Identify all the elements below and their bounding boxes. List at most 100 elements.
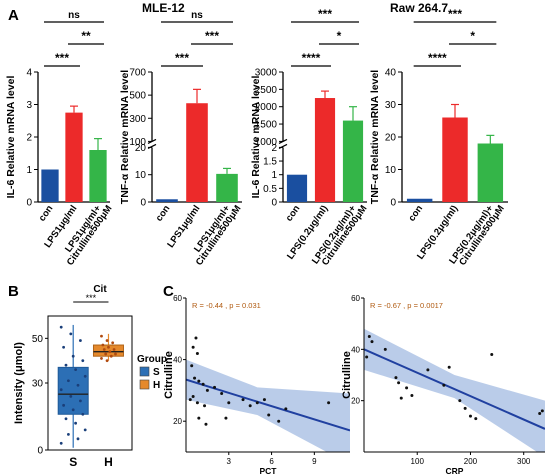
y-tick-label: 40 bbox=[351, 345, 360, 354]
group-header-left: MLE-12 bbox=[142, 1, 185, 15]
significance-label: *** bbox=[55, 51, 69, 65]
data-point bbox=[540, 409, 544, 413]
y-tick-label: 50 bbox=[32, 334, 44, 345]
bar bbox=[156, 199, 178, 202]
y-tick-label: 1000 bbox=[255, 137, 278, 148]
bar bbox=[89, 150, 107, 202]
data-point bbox=[190, 364, 194, 368]
data-point bbox=[100, 357, 103, 360]
x-tick-label: 200 bbox=[464, 457, 478, 466]
confidence-band bbox=[364, 328, 545, 452]
data-point bbox=[101, 343, 105, 347]
data-point bbox=[394, 376, 398, 380]
bar bbox=[216, 173, 238, 202]
x-tick-label: 100 bbox=[411, 457, 425, 466]
data-point bbox=[458, 399, 462, 403]
data-point bbox=[490, 352, 494, 356]
data-point bbox=[114, 352, 117, 356]
data-point bbox=[69, 395, 73, 398]
significance-label: ns bbox=[191, 10, 203, 21]
data-point bbox=[79, 339, 82, 342]
data-point bbox=[224, 416, 228, 420]
correlation-annotation: R = -0.44 , p = 0.031 bbox=[192, 301, 261, 310]
y-tick-label: 2000 bbox=[255, 102, 278, 113]
bar bbox=[41, 169, 59, 202]
data-point bbox=[195, 351, 199, 355]
x-tick-label: H bbox=[104, 455, 113, 469]
y-axis-label: TNF-α Relative mRNA level bbox=[119, 70, 131, 205]
data-point bbox=[262, 398, 266, 402]
significance-label: *** bbox=[175, 51, 189, 65]
data-point bbox=[267, 413, 271, 417]
data-point bbox=[399, 396, 403, 400]
box-title: Cit bbox=[93, 284, 107, 295]
data-point bbox=[383, 347, 387, 351]
y-axis-label: Citrulline bbox=[341, 351, 353, 399]
correlation-annotation: R = -0.67 , p = 0.0017 bbox=[370, 301, 443, 310]
y-tick-label: 2 bbox=[271, 143, 277, 154]
data-point bbox=[205, 388, 209, 392]
data-point bbox=[241, 398, 245, 402]
x-tick-label: S bbox=[69, 455, 77, 469]
data-point bbox=[193, 376, 197, 380]
y-tick-label: 700 bbox=[129, 68, 146, 79]
data-point bbox=[64, 417, 68, 421]
significance-label: *** bbox=[86, 293, 97, 303]
y-tick-label: 0 bbox=[37, 446, 43, 457]
data-point bbox=[426, 368, 430, 372]
significance-label: * bbox=[470, 29, 475, 43]
data-point bbox=[62, 403, 65, 407]
data-point bbox=[397, 381, 401, 385]
y-tick-label: 20 bbox=[135, 143, 147, 154]
data-point bbox=[213, 385, 217, 389]
data-point bbox=[188, 398, 192, 402]
data-point bbox=[538, 412, 542, 415]
bar bbox=[342, 120, 364, 202]
y-tick-label: 1500 bbox=[255, 120, 278, 131]
data-point bbox=[69, 332, 73, 336]
data-point bbox=[100, 334, 103, 338]
panel-label-a: A bbox=[8, 7, 19, 24]
significance-label: **** bbox=[302, 51, 321, 65]
data-point bbox=[67, 432, 70, 436]
data-point bbox=[59, 388, 63, 392]
confidence-band bbox=[186, 359, 350, 452]
x-axis-label: PCT bbox=[260, 466, 278, 475]
bar bbox=[406, 198, 433, 202]
box bbox=[57, 366, 89, 415]
data-point bbox=[105, 359, 109, 363]
x-tick-label: con bbox=[154, 203, 173, 223]
data-point bbox=[108, 350, 112, 354]
y-axis-label: Citrulline bbox=[163, 351, 175, 399]
bar bbox=[314, 98, 336, 202]
regression-line bbox=[364, 348, 545, 430]
significance-label: * bbox=[337, 29, 342, 43]
data-point bbox=[447, 365, 451, 369]
data-point bbox=[104, 352, 108, 356]
significance-label: *** bbox=[205, 29, 219, 43]
legend-label: H bbox=[153, 380, 160, 391]
panel-label-b: B bbox=[8, 283, 19, 300]
bar bbox=[442, 117, 468, 202]
legend-title: Group bbox=[137, 354, 167, 365]
y-tick-label: 40 bbox=[173, 356, 182, 365]
data-point bbox=[59, 441, 63, 445]
y-tick-label: 100 bbox=[129, 137, 146, 148]
data-point bbox=[74, 421, 77, 425]
legend-label: S bbox=[153, 367, 160, 378]
data-point bbox=[197, 379, 201, 383]
data-point bbox=[191, 395, 195, 399]
data-point bbox=[67, 379, 70, 383]
y-tick-label: 30 bbox=[32, 379, 44, 390]
bar bbox=[477, 143, 504, 202]
data-point bbox=[442, 383, 446, 387]
data-point bbox=[220, 391, 224, 395]
significance-label: ns bbox=[68, 10, 80, 21]
data-point bbox=[74, 368, 77, 371]
data-point bbox=[370, 340, 374, 344]
data-point bbox=[107, 345, 110, 349]
y-tick-label: 2 bbox=[26, 133, 32, 144]
